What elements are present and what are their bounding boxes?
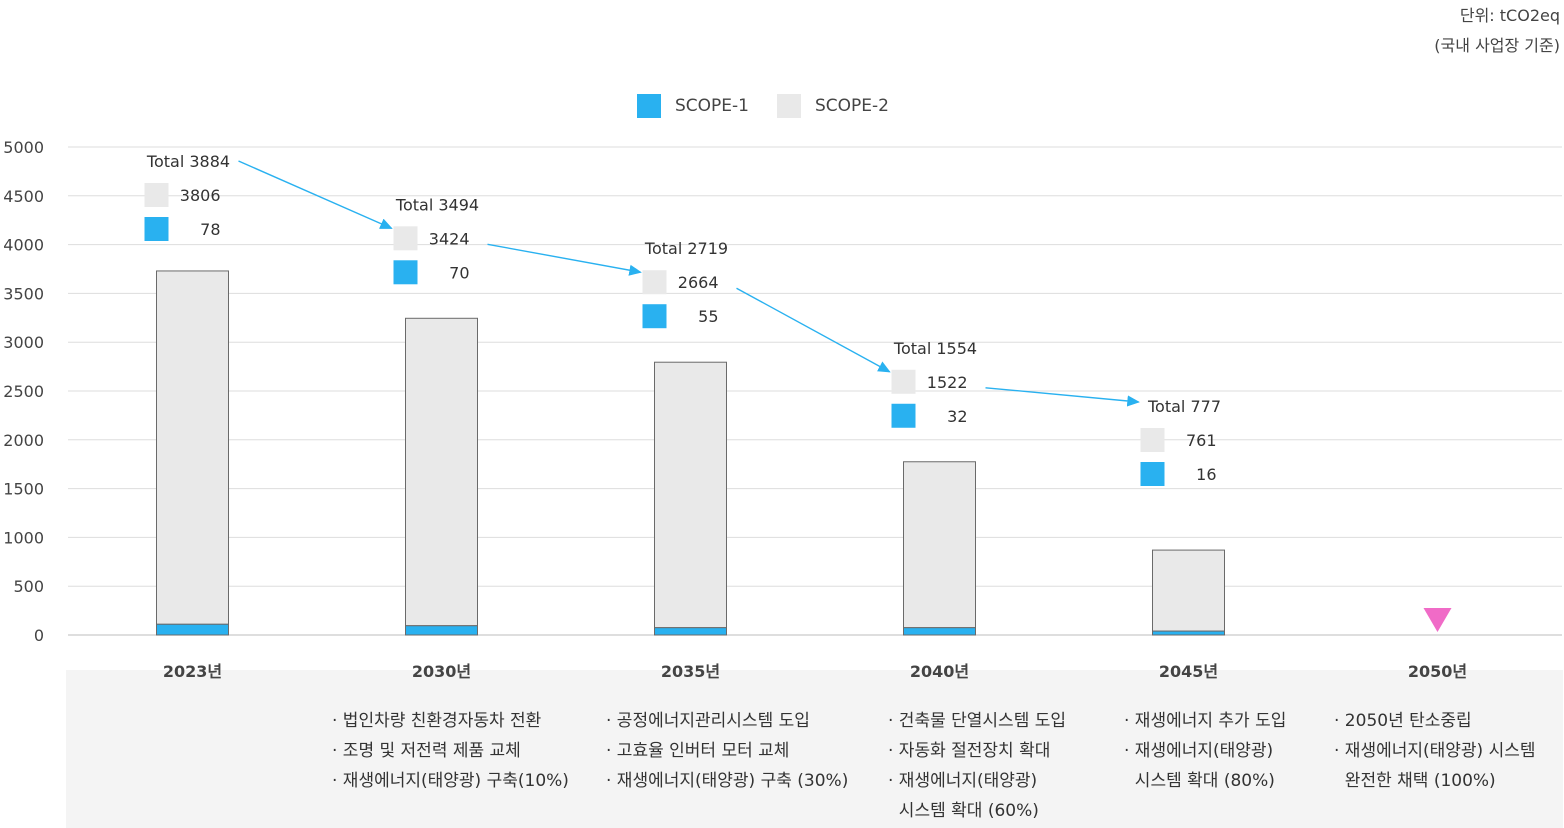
scope2-value-label: 2664 <box>678 273 719 292</box>
bar-scope1 <box>156 623 229 636</box>
scope-basis-label: (국내 사업장 기준) <box>1434 36 1560 55</box>
note-line: · 고효율 인버터 모터 교체 <box>606 741 790 761</box>
x-category-label: 2035년 <box>661 662 720 681</box>
note-line: · 재생에너지 추가 도입 <box>1124 711 1287 731</box>
note-line: 시스템 확대 (60%) <box>888 801 1039 821</box>
bar-scope2 <box>156 270 229 625</box>
bar-scope1 <box>654 627 727 636</box>
scope1-value-swatch <box>1140 462 1165 486</box>
note-line: · 법인차량 친환경자동차 전환 <box>332 711 542 731</box>
note-line: · 자동화 절전장치 확대 <box>888 741 1051 761</box>
scope1-value-swatch <box>393 260 418 285</box>
scope2-value-label: 1522 <box>927 373 968 392</box>
scope1-value-swatch <box>144 217 169 241</box>
y-tick-label: 2500 <box>3 382 44 401</box>
trend-arrow <box>985 387 1140 407</box>
trend-arrow <box>487 243 642 276</box>
note-line: · 재생에너지(태양광) <box>888 771 1038 791</box>
y-tick-label: 3500 <box>3 284 44 303</box>
y-tick-label: 500 <box>13 577 44 596</box>
note-column: · 법인차량 친환경자동차 전환 · 조명 및 저전력 제품 교체 · 재생에너지(… <box>332 706 569 796</box>
scope2-value-swatch <box>891 369 916 394</box>
legend-swatch-scope1 <box>637 94 661 118</box>
note-column: · 공정에너지관리시스템 도입 · 고효율 인버터 모터 교체 · 재생에너지(태양… <box>606 706 848 796</box>
scope2-value-swatch <box>393 226 418 251</box>
trend-arrow <box>238 160 393 229</box>
scope2-value-label: 761 <box>1186 431 1217 450</box>
note-column: · 건축물 단열시스템 도입 · 자동화 절전장치 확대 · 재생에너지(태양광) … <box>888 706 1066 826</box>
bar-scope2 <box>405 317 478 627</box>
note-line: · 재생에너지(태양광) 구축(10%) <box>332 771 569 791</box>
note-line: 시스템 확대 (80%) <box>1124 771 1275 791</box>
total-label: Total 777 <box>1147 397 1221 416</box>
note-column: · 재생에너지 추가 도입 · 재생에너지(태양광) 시스템 확대 (80%) <box>1124 706 1286 796</box>
y-tick-label: 1500 <box>3 480 44 499</box>
y-tick-label: 3000 <box>3 333 44 352</box>
bar-scope2 <box>654 361 727 629</box>
bar-scope2 <box>903 461 976 629</box>
scope1-value-label: 55 <box>698 307 718 326</box>
total-label: Total 3884 <box>146 152 230 171</box>
scope1-value-label: 16 <box>1196 465 1216 484</box>
x-category-label: 2040년 <box>910 662 969 681</box>
scope2-value-swatch <box>642 270 667 295</box>
notes-panel <box>66 670 1563 828</box>
scope2-value-label: 3806 <box>180 186 221 205</box>
note-line: · 공정에너지관리시스템 도입 <box>606 711 810 731</box>
bar-scope2 <box>1152 549 1225 632</box>
note-line: · 재생에너지(태양광) <box>1124 741 1274 761</box>
legend: SCOPE-1 SCOPE-2 <box>637 94 917 118</box>
total-label: Total 1554 <box>893 339 977 358</box>
scope1-value-label: 32 <box>947 407 967 426</box>
bar-scope1 <box>405 625 478 636</box>
y-tick-label: 0 <box>34 626 44 645</box>
bar-scope1 <box>1152 630 1225 636</box>
x-category-label: 2023년 <box>163 662 222 681</box>
x-category-label: 2045년 <box>1159 662 1218 681</box>
trend-arrow <box>736 287 891 373</box>
scope2-value-label: 3424 <box>429 229 470 248</box>
legend-swatch-scope2 <box>777 94 801 118</box>
scope1-value-swatch <box>642 304 667 329</box>
note-line: · 건축물 단열시스템 도입 <box>888 711 1067 731</box>
scope2-value-swatch <box>144 183 169 207</box>
total-label: Total 3494 <box>395 195 479 214</box>
y-tick-label: 5000 <box>3 138 44 157</box>
x-category-label: 2030년 <box>412 662 471 681</box>
unit-label: 단위: tCO2eq <box>1459 6 1560 25</box>
target-marker-triangle <box>1423 608 1452 632</box>
bar-scope1 <box>903 627 976 636</box>
total-label: Total 2719 <box>644 239 728 258</box>
y-tick-label: 1000 <box>3 528 44 547</box>
note-line: · 재생에너지(태양광) 시스템 <box>1334 741 1536 761</box>
note-line: · 조명 및 저전력 제품 교체 <box>332 741 521 761</box>
note-line: · 재생에너지(태양광) 구축 (30%) <box>606 771 849 791</box>
y-tick-label: 2000 <box>3 431 44 450</box>
scope1-value-swatch <box>891 403 916 428</box>
note-line: 완전한 채택 (100%) <box>1334 771 1496 791</box>
scope2-value-swatch <box>1140 428 1165 452</box>
scope1-value-label: 70 <box>449 263 469 282</box>
legend-label-scope2: SCOPE-2 <box>815 96 889 116</box>
scope1-value-label: 78 <box>200 220 220 239</box>
y-tick-label: 4500 <box>3 187 44 206</box>
note-line: · 2050년 탄소중립 <box>1334 711 1472 731</box>
legend-label-scope1: SCOPE-1 <box>675 96 749 116</box>
y-tick-label: 4000 <box>3 236 44 255</box>
note-column: · 2050년 탄소중립 · 재생에너지(태양광) 시스템 완전한 채택 (100… <box>1334 706 1536 796</box>
x-category-label: 2050년 <box>1408 662 1467 681</box>
